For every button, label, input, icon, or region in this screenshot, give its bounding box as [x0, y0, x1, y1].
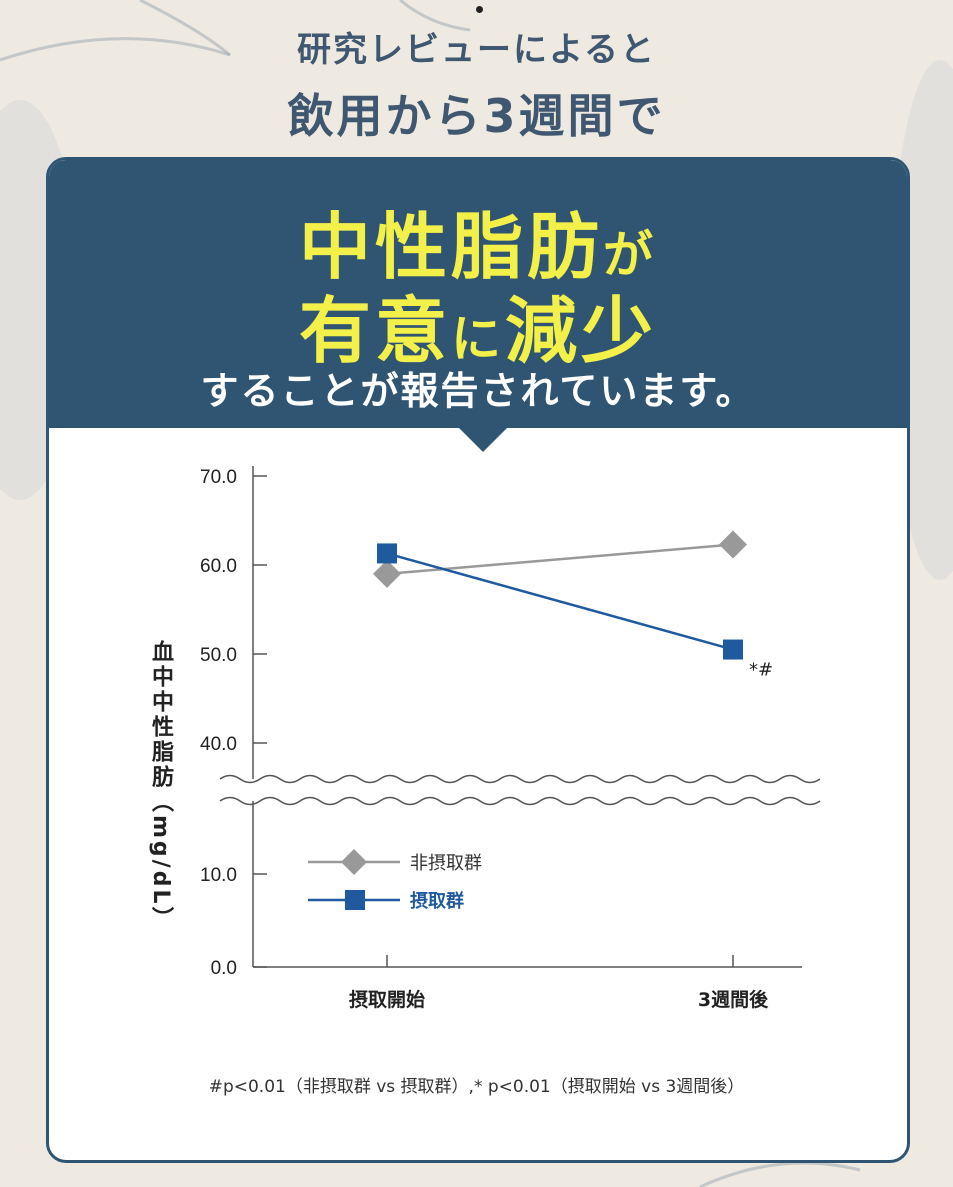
y-tick-label: 60.0: [200, 556, 237, 577]
data-point-diamond: [719, 530, 747, 559]
x-tick-label: 3週間後: [698, 988, 769, 1011]
data-point-square: [723, 639, 743, 660]
headline-line-2-word-a: 有意: [298, 288, 451, 373]
headline-line-1-particle: が: [603, 225, 657, 284]
y-tick-label: 50.0: [200, 645, 237, 666]
legend-label: 非摂取群: [410, 853, 482, 874]
headline-line-1-main: 中性脂肪: [298, 204, 603, 289]
axis-break-line-lower: [219, 796, 821, 806]
intro-line-1: 研究レビューによると: [297, 30, 656, 70]
axis-break-line-upper: [219, 774, 821, 784]
y-tick-label: 0.0: [211, 958, 237, 979]
banner-pointer: [457, 426, 509, 452]
legend-marker-diamond: [341, 849, 367, 875]
data-point-square: [377, 543, 397, 564]
headline-line-2-particle: に: [451, 309, 505, 368]
y-tick-label: 40.0: [200, 734, 237, 755]
y-axis-label: 血中中性脂肪（mg/dL）: [148, 640, 173, 932]
headline-line-1: 中性脂肪が: [49, 188, 907, 293]
headline-line-2: 有意に減少: [49, 272, 907, 377]
headline-banner: 中性脂肪が 有意に減少 することが報告されています。: [49, 160, 907, 428]
y-tick-label: 70.0: [200, 467, 237, 488]
x-tick-label: 摂取開始: [349, 988, 425, 1011]
data-point-diamond: [373, 559, 401, 588]
series-line-1: [386, 552, 734, 651]
significance-annotation: *#: [749, 660, 773, 681]
axis-break-gap: [220, 779, 800, 801]
result-card: 中性脂肪が 有意に減少 することが報告されています。: [46, 157, 910, 1163]
headline-subtext: することが報告されています。: [200, 368, 756, 413]
footnote: #p<0.01（非摂取群 vs 摂取群）,* p<0.01（摂取開始 vs 3週…: [208, 1077, 745, 1097]
y-tick-label: 10.0: [200, 865, 237, 886]
headline-line-2-word-b: 減少: [505, 288, 658, 373]
legend-label: 摂取群: [410, 890, 464, 912]
series-line-0: [386, 543, 734, 576]
intro-line-2: 飲用から3週間で: [287, 89, 666, 143]
top-dot: [476, 6, 483, 13]
legend-marker-square: [345, 890, 365, 910]
